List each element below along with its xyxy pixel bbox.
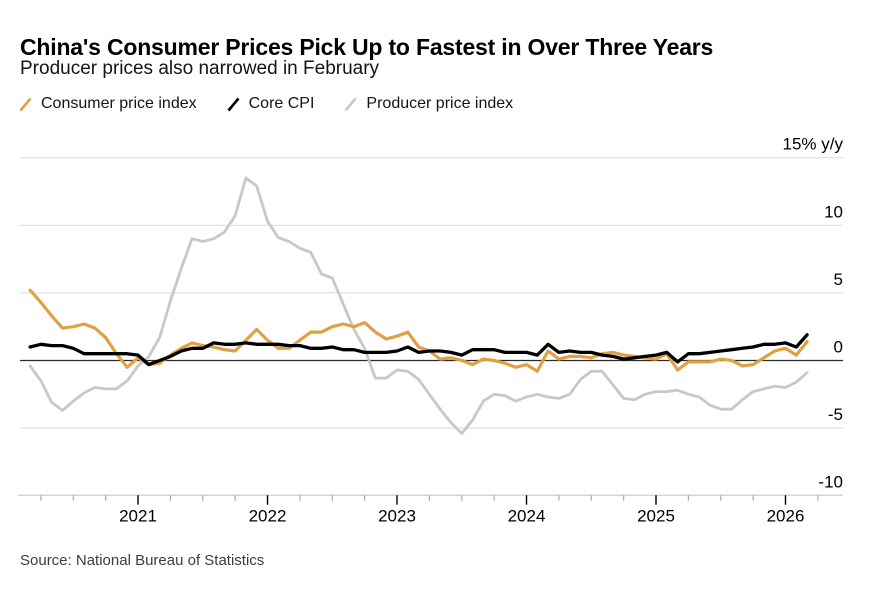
y-tick-label: 0: [834, 338, 843, 357]
y-tick-label: 10: [824, 202, 843, 221]
chart-title: China's Consumer Prices Pick Up to Faste…: [20, 34, 714, 61]
y-tick-label: -10: [818, 473, 843, 492]
x-tick-label: 2024: [508, 507, 546, 526]
x-tick-label: 2021: [119, 507, 157, 526]
cpi-line-swatch-icon: [19, 97, 32, 111]
series-line-consumer-price-index: [28, 288, 809, 373]
x-tick-label: 2022: [249, 507, 287, 526]
legend-item-core-cpi: Core CPI: [226, 95, 315, 113]
y-tick-label: 5: [834, 270, 843, 289]
x-tick-label: 2025: [637, 507, 675, 526]
series-line-core-cpi: [28, 333, 809, 367]
legend-item-producer-price-index: Producer price index: [343, 95, 513, 113]
ppi-line-swatch-icon: [344, 97, 357, 111]
y-tick-label: -5: [828, 405, 843, 424]
series-line-producer-price-index: [28, 176, 809, 435]
legend-label: Core CPI: [248, 95, 315, 112]
legend-label: Producer price index: [366, 95, 514, 112]
x-tick-label: 2026: [767, 507, 805, 526]
source-note: Source: National Bureau of Statistics: [20, 552, 265, 569]
chart-subtitle: Producer prices also narrowed in Februar…: [20, 58, 380, 79]
y-tick-label: 15% y/y: [783, 135, 844, 154]
legend-label: Consumer price index: [41, 95, 197, 112]
core-cpi-line-swatch-icon: [227, 97, 240, 111]
legend-item-consumer-price-index: Consumer price index: [18, 95, 197, 113]
x-tick-label: 2023: [378, 507, 416, 526]
legend: Consumer price index Core CPI Producer p…: [18, 95, 513, 113]
